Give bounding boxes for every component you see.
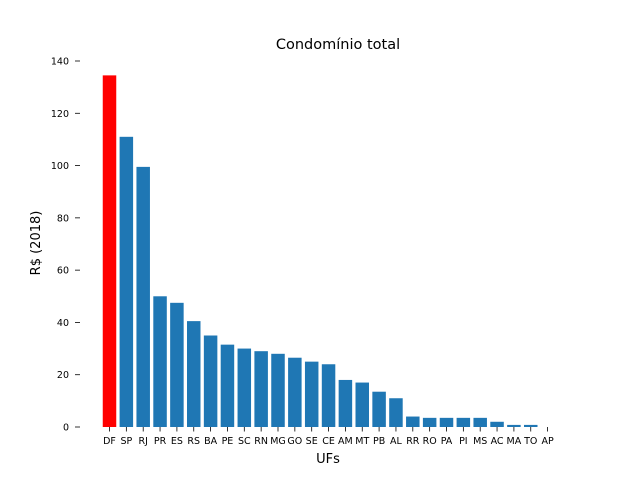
bar-ce [321,364,336,427]
bar-ro [422,417,437,427]
x-tick-label: RN [254,436,268,447]
bar-se [304,361,319,427]
y-tick-label: 20 [57,370,69,381]
bar-sp [119,136,134,428]
x-tick-label: RO [423,436,437,447]
x-axis-label: UFs [316,452,340,467]
x-axis: DF SP RJ PR ES RS BA PE SC RN MG GO SE CE AM MT PB AL RR RO… [103,427,554,447]
bar-ma [507,424,521,427]
bar-rj [136,166,150,427]
x-tick-label: SC [238,436,251,447]
bar-am [338,379,353,427]
x-tick-label: BA [204,436,218,447]
x-tick-label: AP [541,436,553,447]
x-tick-label: MT [355,436,369,447]
bar-pr [153,296,167,427]
bar-to [524,424,538,427]
bar-ba [203,335,218,427]
y-tick-label: 100 [51,161,69,172]
y-axis-label: R$ (2018) [29,211,44,276]
bar-al [389,398,403,427]
bar-rs [187,321,201,427]
bar-rr [406,416,420,427]
x-tick-label: TO [523,436,537,447]
x-tick-label: RJ [138,436,147,447]
bar-sc [237,348,252,427]
bar-ms [473,417,487,427]
chart-title: Condomínio total [276,37,400,53]
bar-pa [439,417,454,427]
bar-df [102,75,117,427]
x-tick-label: ES [171,436,183,447]
bar-es [170,302,184,427]
bar-go [288,357,302,427]
x-tick-label: PI [459,436,468,447]
bar-mg [271,353,285,427]
y-tick-label: 40 [57,318,69,329]
x-tick-label: GO [287,436,302,447]
x-tick-label: AC [491,436,504,447]
x-tick-label: AL [390,436,402,447]
x-tick-label: CE [322,436,335,447]
x-tick-label: PR [154,436,167,447]
x-tick-label: RS [187,436,200,447]
bar-pb [372,391,386,427]
x-tick-label: PE [222,436,234,447]
y-tick-label: 80 [57,213,69,224]
y-tick-label: 60 [57,266,69,277]
y-axis: 0 20 40 60 80 100 120 140 [51,57,80,434]
y-tick-label: 120 [51,109,69,120]
bar-ac [490,421,504,427]
x-tick-label: MS [473,436,487,447]
x-tick-label: SP [120,436,132,447]
x-tick-label: MA [507,436,522,447]
x-tick-label: DF [103,436,116,447]
x-tick-label: PB [373,436,385,447]
bar-pe [220,344,235,427]
x-tick-label: AM [338,436,353,447]
bar-rn [254,351,268,427]
bar-pi [456,417,471,427]
bar-mt [355,382,369,427]
x-tick-label: PA [441,436,453,447]
x-tick-label: SE [306,436,318,447]
bars [102,75,538,428]
y-tick-label: 140 [51,57,69,68]
x-tick-label: MG [270,436,286,447]
y-tick-label: 0 [63,423,69,434]
x-tick-label: RR [406,436,420,447]
